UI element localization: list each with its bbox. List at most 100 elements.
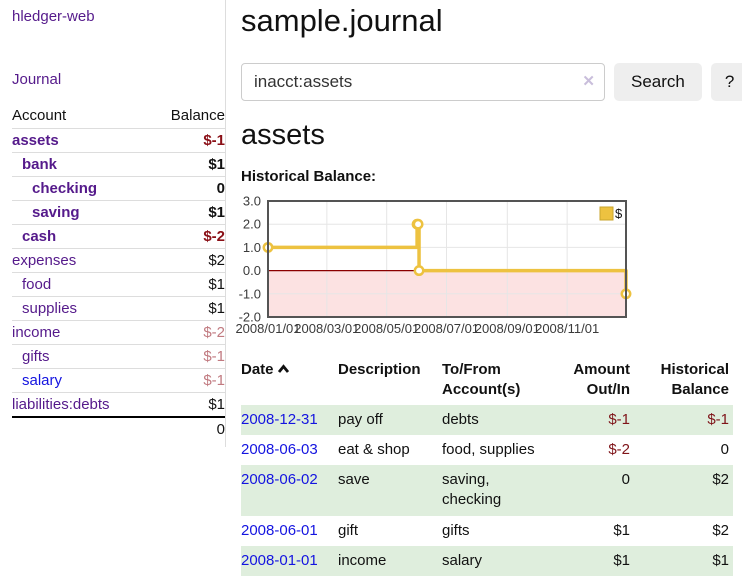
y-axis-tick-label: 1.0 bbox=[243, 240, 261, 255]
sort-ascending-icon bbox=[277, 360, 290, 380]
account-name-cell: salary bbox=[12, 369, 149, 393]
transaction-description-cell: pay off bbox=[338, 410, 383, 428]
x-axis-tick-label: 2008/01/01 bbox=[235, 321, 300, 336]
account-link[interactable]: bank bbox=[22, 156, 58, 173]
account-balance: $-1 bbox=[203, 372, 225, 389]
legend-swatch bbox=[599, 206, 614, 221]
account-row: food $1 bbox=[12, 272, 225, 297]
account-name-cell: cash bbox=[12, 225, 149, 249]
account-row: assets $-1 bbox=[12, 128, 225, 153]
account-balance: $1 bbox=[208, 156, 225, 173]
sidebar-item-journal[interactable]: Journal bbox=[12, 71, 62, 88]
account-link[interactable]: expenses bbox=[12, 252, 77, 269]
x-axis-tick-label: 2008/03/01 bbox=[294, 321, 359, 336]
transaction-amount-cell: $-2 bbox=[608, 440, 630, 458]
transaction-date-link[interactable]: 2008-01-01 bbox=[241, 551, 318, 569]
transaction-date-cell: 2008-06-03 bbox=[241, 435, 338, 465]
account-name-cell: saving bbox=[12, 201, 149, 225]
transaction-date-link[interactable]: 2008-06-02 bbox=[241, 471, 318, 488]
account-balance: 0 bbox=[216, 180, 225, 197]
search-box: ✕ bbox=[241, 63, 605, 101]
app-title: hledger-web bbox=[12, 8, 225, 25]
account-name-cell: food bbox=[12, 273, 149, 297]
accounts-total-spacer bbox=[12, 417, 149, 441]
y-axis-tick-label: 0.0 bbox=[243, 263, 261, 278]
transaction-balance-cell: $2 bbox=[712, 521, 729, 539]
register-header-row: Date Description To/From Account(s) Amou… bbox=[241, 356, 733, 405]
search-form: ✕ Search ? bbox=[241, 63, 742, 101]
account-balance: $1 bbox=[208, 396, 225, 413]
account-balance: $1 bbox=[208, 300, 225, 317]
account-link[interactable]: assets bbox=[12, 132, 59, 149]
accounts-header-account: Account bbox=[12, 107, 67, 124]
register-header-date-label: Date bbox=[241, 361, 274, 378]
account-name-cell: checking bbox=[12, 177, 149, 201]
accounts-table: Account Balance assets $-1 bank $1 checking 0… bbox=[12, 103, 225, 441]
transaction-balance-cell: $2 bbox=[712, 471, 729, 488]
accounts-header-balance: Balance bbox=[170, 107, 225, 124]
transaction-date-cell: 2008-06-01 bbox=[241, 516, 338, 546]
transaction-description-cell: income bbox=[338, 551, 387, 569]
account-name-cell: income bbox=[12, 321, 149, 345]
accounts-total-balance: 0 bbox=[216, 421, 225, 438]
account-balance: $1 bbox=[208, 204, 225, 221]
transaction-accounts-cell: debts bbox=[442, 410, 479, 428]
register-header-description: Description bbox=[338, 361, 421, 378]
transaction-amount-cell: $-1 bbox=[608, 410, 630, 428]
register-table: Date Description To/From Account(s) Amou… bbox=[241, 356, 733, 576]
register-header-amount: Amount Out/In bbox=[573, 361, 630, 399]
account-link[interactable]: checking bbox=[32, 180, 98, 197]
account-balance: $-1 bbox=[203, 132, 225, 149]
register-row: 2008-06-01 gift gifts $1 $2 bbox=[241, 516, 733, 546]
account-link[interactable]: income bbox=[12, 324, 61, 341]
transaction-balance-cell: 0 bbox=[720, 440, 729, 458]
account-name-cell: bank bbox=[12, 153, 149, 177]
transaction-description-cell: eat & shop bbox=[338, 440, 410, 458]
app-title-link[interactable]: hledger-web bbox=[12, 8, 95, 25]
clear-search-icon[interactable]: ✕ bbox=[582, 73, 595, 90]
journal-nav: Journal bbox=[12, 71, 225, 88]
help-button[interactable]: ? bbox=[710, 63, 742, 101]
account-row: income $-2 bbox=[12, 320, 225, 345]
transaction-date-link[interactable]: 2008-06-01 bbox=[241, 521, 318, 539]
account-link[interactable]: salary bbox=[22, 372, 63, 389]
search-button[interactable]: Search bbox=[614, 63, 702, 101]
account-name-cell: supplies bbox=[12, 297, 149, 321]
transaction-description-cell: gift bbox=[338, 521, 359, 539]
transaction-balance-cell: $1 bbox=[712, 551, 729, 569]
account-row: salary $-1 bbox=[12, 368, 225, 393]
transaction-date-link[interactable]: 2008-06-03 bbox=[241, 440, 318, 458]
transaction-accounts-cell: gifts bbox=[442, 521, 470, 539]
register-row: 2008-06-03 eat & shop food, supplies $-2 0 bbox=[241, 435, 733, 465]
transaction-date-cell: 2008-06-02 bbox=[241, 465, 338, 516]
register-header-date[interactable]: Date bbox=[241, 356, 338, 405]
account-link[interactable]: liabilities:debts bbox=[12, 396, 110, 413]
y-axis-tick-label: -1.0 bbox=[239, 286, 261, 301]
account-link[interactable]: supplies bbox=[22, 300, 78, 317]
account-balance: $1 bbox=[208, 276, 225, 293]
accounts-header-row: Account Balance bbox=[12, 103, 225, 129]
transaction-description-cell: save bbox=[338, 471, 370, 488]
account-name-cell: liabilities:debts bbox=[12, 393, 149, 418]
data-point-marker bbox=[413, 265, 425, 277]
account-row: expenses $2 bbox=[12, 248, 225, 273]
account-name-cell: expenses bbox=[12, 249, 149, 273]
account-link[interactable]: saving bbox=[32, 204, 80, 221]
account-link[interactable]: cash bbox=[22, 228, 57, 245]
transaction-amount-cell: 0 bbox=[621, 471, 630, 488]
account-link[interactable]: food bbox=[22, 276, 52, 293]
search-input[interactable] bbox=[241, 63, 605, 101]
x-axis-tick-label: 2008/11/01 bbox=[535, 321, 599, 336]
account-link[interactable]: gifts bbox=[22, 348, 50, 365]
account-balance: $-2 bbox=[203, 228, 225, 245]
register-header-accounts: To/From Account(s) bbox=[442, 361, 521, 399]
register-header-balance: Historical Balance bbox=[660, 361, 729, 399]
y-axis-tick-label: 2.0 bbox=[243, 217, 261, 232]
historical-balance-chart: $3.0 2.0 1.0 0.0 -1.0 -2.02008/01/012008/03/0… bbox=[235, 194, 632, 336]
account-row: gifts $-1 bbox=[12, 344, 225, 369]
y-axis-tick-label: 3.0 bbox=[243, 194, 261, 209]
account-heading: assets bbox=[241, 119, 325, 151]
transaction-date-link[interactable]: 2008-12-31 bbox=[241, 410, 318, 428]
sidebar: hledger-web Journal Account Balance asse… bbox=[0, 0, 226, 447]
